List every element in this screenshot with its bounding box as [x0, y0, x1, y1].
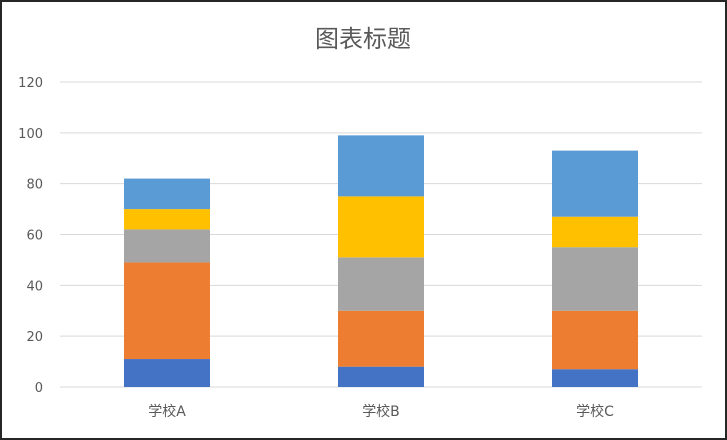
bar-segment — [338, 196, 424, 258]
chart-title: 图表标题 — [315, 25, 411, 53]
x-axis: 学校A 学校B 学校C — [148, 403, 614, 420]
bar-segment — [552, 369, 638, 387]
bar-segment — [124, 178, 210, 210]
bar-segment — [552, 310, 638, 370]
y-tick-label: 60 — [26, 229, 43, 244]
y-tick-label: 40 — [26, 279, 43, 294]
y-tick-label: 80 — [26, 178, 43, 193]
y-tick-label: 120 — [18, 76, 43, 91]
bar-segment — [338, 135, 424, 197]
y-axis: 0 20 40 60 80 100 120 — [18, 76, 43, 396]
bar-segment — [124, 209, 210, 230]
y-tick-label: 0 — [35, 381, 43, 396]
x-category-label: 学校C — [576, 403, 614, 420]
x-category-label: 学校B — [362, 403, 400, 420]
bar-segment — [552, 150, 638, 217]
bar-segment — [552, 216, 638, 248]
bar-segment — [552, 247, 638, 311]
x-category-label: 学校A — [148, 403, 186, 420]
bar-segment — [124, 359, 210, 387]
bar-segment — [124, 262, 210, 360]
y-tick-label: 20 — [26, 330, 43, 345]
y-tick-label: 100 — [18, 127, 43, 142]
bar-segment — [338, 257, 424, 311]
bar-segment — [338, 310, 424, 367]
bar-segment — [124, 229, 210, 263]
bar-segment — [338, 366, 424, 387]
bars-layer — [124, 135, 638, 387]
